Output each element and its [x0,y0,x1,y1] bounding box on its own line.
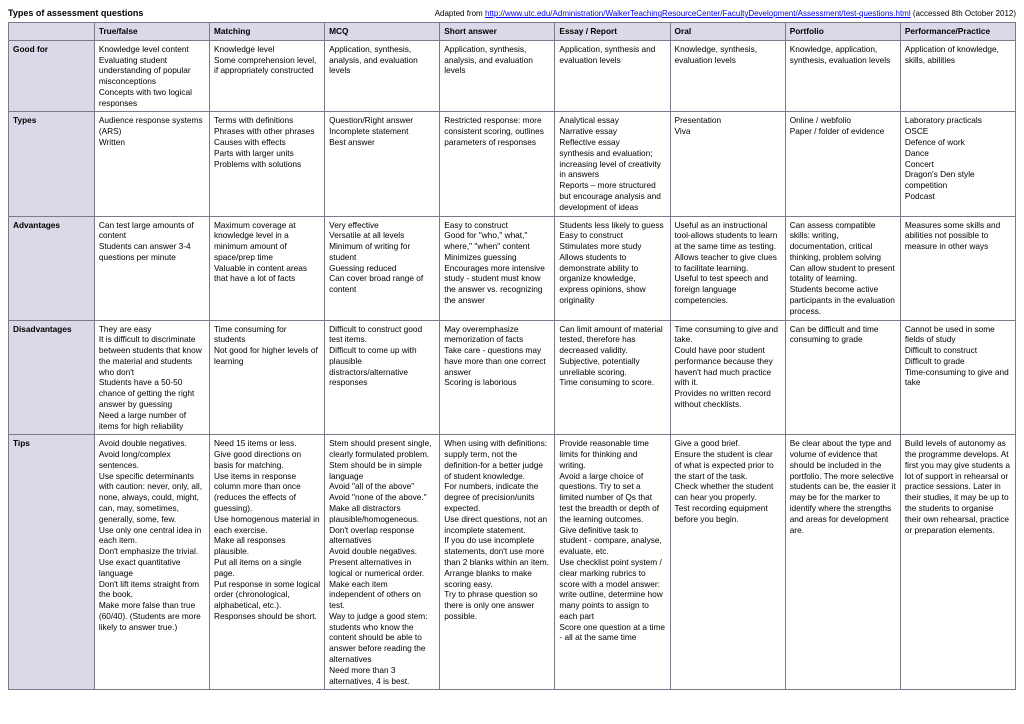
table-row: TipsAvoid double negatives.Avoid long/co… [9,435,1016,690]
assessment-table: True/false Matching MCQ Short answer Ess… [8,22,1016,690]
page-title: Types of assessment questions [8,8,143,18]
table-cell: Can assess compatible skills: writing, d… [785,216,900,320]
table-cell: Can test large amounts of contentStudent… [94,216,209,320]
table-cell: Laboratory practicalsOSCEDefence of work… [900,112,1015,216]
table-cell: Measures some skills and abilities not p… [900,216,1015,320]
table-cell: Build levels of autonomy as the programm… [900,435,1015,690]
table-cell: Can limit amount of material tested, the… [555,320,670,435]
table-cell: Easy to constructGood for "who," what," … [440,216,555,320]
table-cell: Time consuming for studentsNot good for … [209,320,324,435]
table-cell: Online / webfolioPaper / folder of evide… [785,112,900,216]
table-cell: Audience response systems (ARS)Written [94,112,209,216]
col-header: MCQ [325,23,440,41]
row-label: Tips [9,435,95,690]
corner-cell [9,23,95,41]
col-header: Portfolio [785,23,900,41]
table-cell: When using with definitions: supply term… [440,435,555,690]
row-label: Good for [9,40,95,112]
table-cell: Analytical essayNarrative essayReflectiv… [555,112,670,216]
attribution-link[interactable]: http://www.utc.edu/Administration/Walker… [485,9,911,18]
table-cell: Cannot be used in some fields of studyDi… [900,320,1015,435]
table-cell: May overemphasize memorization of factsT… [440,320,555,435]
row-label: Advantages [9,216,95,320]
table-cell: Difficult to construct good test items.D… [325,320,440,435]
table-cell: Need 15 items or less.Give good directio… [209,435,324,690]
table-cell: Application, synthesis, analysis, and ev… [440,40,555,112]
table-cell: Be clear about the type and volume of ev… [785,435,900,690]
col-header: Short answer [440,23,555,41]
table-cell: Application of knowledge, skills, abilit… [900,40,1015,112]
table-cell: Knowledge level contentEvaluating studen… [94,40,209,112]
table-cell: Provide reasonable time limits for think… [555,435,670,690]
table-cell: Give a good brief.Ensure the student is … [670,435,785,690]
table-cell: Stem should present single, clearly form… [325,435,440,690]
col-header: Matching [209,23,324,41]
table-cell: Restricted response: more consistent sco… [440,112,555,216]
row-label: Types [9,112,95,216]
col-header: Oral [670,23,785,41]
table-cell: They are easyIt is difficult to discrimi… [94,320,209,435]
table-row: TypesAudience response systems (ARS)Writ… [9,112,1016,216]
table-cell: Can be difficult and time consuming to g… [785,320,900,435]
table-row: AdvantagesCan test large amounts of cont… [9,216,1016,320]
table-row: DisadvantagesThey are easyIt is difficul… [9,320,1016,435]
table-cell: Question/Right answerIncomplete statemen… [325,112,440,216]
table-cell: Knowledge, synthesis, evaluation levels [670,40,785,112]
table-cell: Terms with definitionsPhrases with other… [209,112,324,216]
table-cell: Maximum coverage at knowledge level in a… [209,216,324,320]
table-cell: Very effectiveVersatile at all levelsMin… [325,216,440,320]
table-cell: Application, synthesis, analysis, and ev… [325,40,440,112]
table-cell: Application, synthesis and evaluation le… [555,40,670,112]
col-header: Essay / Report [555,23,670,41]
table-row: Good forKnowledge level contentEvaluatin… [9,40,1016,112]
page-header: Types of assessment questions Adapted fr… [8,8,1016,18]
table-cell: Avoid double negatives.Avoid long/comple… [94,435,209,690]
col-header: True/false [94,23,209,41]
table-cell: Useful as an instructional tool-allows s… [670,216,785,320]
table-cell: PresentationViva [670,112,785,216]
table-header-row: True/false Matching MCQ Short answer Ess… [9,23,1016,41]
attribution: Adapted from http://www.utc.edu/Administ… [435,9,1016,18]
col-header: Performance/Practice [900,23,1015,41]
row-label: Disadvantages [9,320,95,435]
table-cell: Time consuming to give and take.Could ha… [670,320,785,435]
table-cell: Knowledge, application, synthesis, evalu… [785,40,900,112]
table-cell: Knowledge levelSome comprehension level,… [209,40,324,112]
attribution-suffix: (accessed 8th October 2012) [911,9,1016,18]
table-cell: Students less likely to guessEasy to con… [555,216,670,320]
attribution-prefix: Adapted from [435,9,485,18]
